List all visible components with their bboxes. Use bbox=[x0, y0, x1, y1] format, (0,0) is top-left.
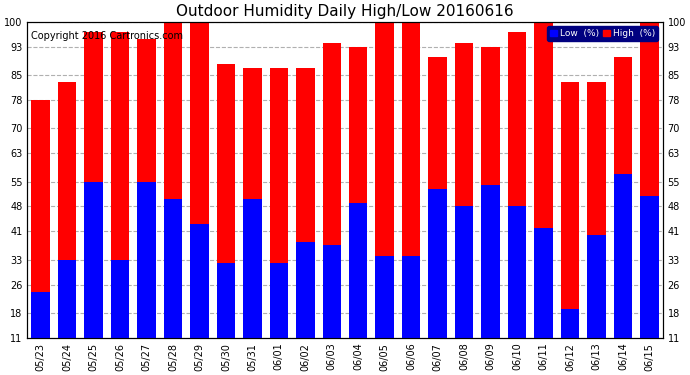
Bar bbox=[243, 68, 262, 375]
Bar bbox=[402, 22, 420, 375]
Bar bbox=[322, 246, 341, 375]
Title: Outdoor Humidity Daily High/Low 20160616: Outdoor Humidity Daily High/Low 20160616 bbox=[176, 4, 514, 19]
Bar bbox=[587, 82, 606, 375]
Bar bbox=[190, 224, 208, 375]
Bar bbox=[402, 256, 420, 375]
Bar bbox=[58, 82, 77, 375]
Bar bbox=[137, 182, 156, 375]
Bar bbox=[58, 260, 77, 375]
Bar bbox=[455, 206, 473, 375]
Bar bbox=[111, 32, 129, 375]
Bar bbox=[164, 200, 182, 375]
Bar bbox=[84, 32, 103, 375]
Legend: Low  (%), High  (%): Low (%), High (%) bbox=[547, 26, 658, 40]
Bar bbox=[640, 196, 659, 375]
Bar bbox=[322, 43, 341, 375]
Bar bbox=[296, 68, 315, 375]
Bar bbox=[375, 22, 394, 375]
Bar bbox=[613, 174, 632, 375]
Bar bbox=[31, 292, 50, 375]
Bar bbox=[428, 57, 447, 375]
Bar bbox=[217, 263, 235, 375]
Bar bbox=[84, 182, 103, 375]
Bar bbox=[428, 189, 447, 375]
Bar bbox=[270, 68, 288, 375]
Bar bbox=[375, 256, 394, 375]
Bar bbox=[534, 22, 553, 375]
Bar bbox=[296, 242, 315, 375]
Bar bbox=[508, 32, 526, 375]
Bar bbox=[190, 22, 208, 375]
Bar bbox=[349, 203, 368, 375]
Bar bbox=[587, 235, 606, 375]
Bar bbox=[482, 46, 500, 375]
Bar bbox=[482, 185, 500, 375]
Bar bbox=[455, 43, 473, 375]
Bar bbox=[111, 260, 129, 375]
Bar bbox=[508, 206, 526, 375]
Bar bbox=[137, 39, 156, 375]
Bar bbox=[349, 46, 368, 375]
Bar bbox=[270, 263, 288, 375]
Bar bbox=[164, 22, 182, 375]
Bar bbox=[561, 309, 579, 375]
Bar bbox=[31, 100, 50, 375]
Bar bbox=[243, 200, 262, 375]
Bar bbox=[640, 22, 659, 375]
Bar bbox=[561, 82, 579, 375]
Bar bbox=[534, 228, 553, 375]
Bar bbox=[217, 64, 235, 375]
Bar bbox=[613, 57, 632, 375]
Text: Copyright 2016 Cartronics.com: Copyright 2016 Cartronics.com bbox=[30, 31, 183, 41]
